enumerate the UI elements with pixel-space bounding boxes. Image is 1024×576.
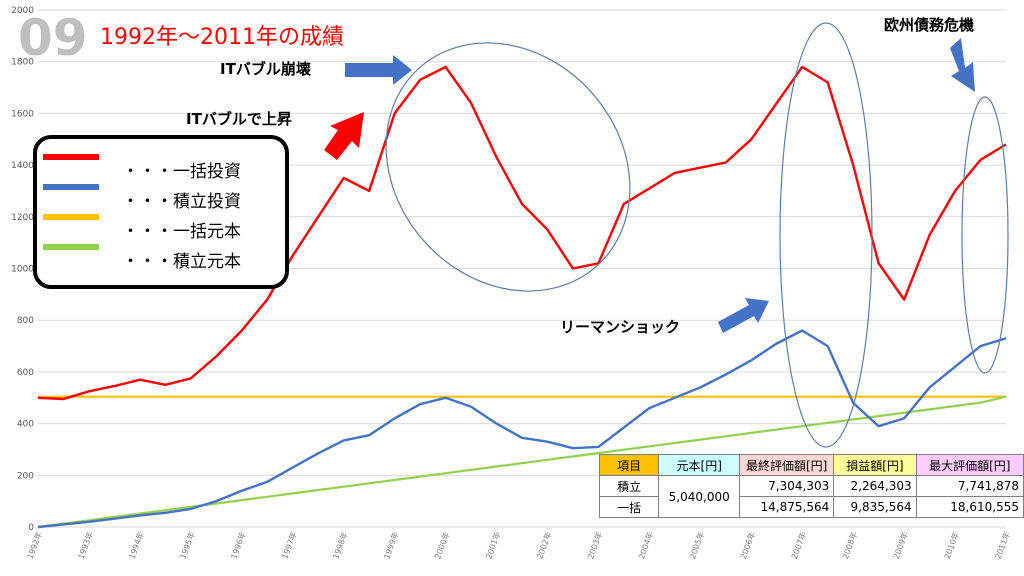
- y-tick-label: 1000: [11, 265, 34, 275]
- lump-sum-line: [37, 65, 1007, 401]
- principal-cell: 5,040,000: [658, 475, 741, 518]
- max-value-cell: 7,741,878: [915, 475, 1024, 497]
- legend-label-accumulation: ・・・積立投資: [122, 192, 241, 212]
- header-final-value: 最終評価額[円]: [739, 454, 835, 476]
- legend-label-lump-sum: ・・・一括投資: [122, 162, 241, 182]
- it-rise-arrow-icon: [324, 112, 364, 160]
- x-tick-label: 1994年: [127, 530, 146, 560]
- x-tick-label: 2006年: [738, 530, 757, 560]
- profit-cell: 2,264,303: [833, 475, 917, 497]
- y-tick-label: 200: [17, 471, 34, 481]
- euro-crisis-ellipse: [961, 96, 1009, 374]
- x-tick-label: 2011年: [993, 530, 1012, 560]
- header-item: 項目: [598, 454, 660, 476]
- x-tick-label: 2007年: [789, 530, 808, 560]
- final-value-cell: 14,875,564: [739, 496, 835, 518]
- x-tick-label: 2008年: [840, 530, 859, 560]
- x-tick-label: 2003年: [585, 530, 604, 560]
- row-label: 一括: [598, 496, 660, 518]
- euro-crisis-label: 欧州債務危機: [884, 16, 974, 34]
- lehman-ellipse: [779, 22, 873, 448]
- it-rise-label: ITバブルで上昇: [186, 110, 292, 128]
- y-axis: 0 200 400 600 800 1000 1200 1400 1600 1800 2000: [11, 6, 34, 533]
- y-tick-label: 800: [17, 316, 34, 326]
- x-tick-label: 2009年: [891, 530, 910, 560]
- x-tick-label: 1993年: [76, 530, 95, 560]
- x-tick-label: 1992年: [25, 530, 44, 560]
- x-tick-label: 2005年: [687, 530, 706, 560]
- x-tick-label: 1998年: [330, 530, 349, 560]
- lehman-label: リーマンショック: [560, 318, 680, 336]
- profit-cell: 9,835,564: [833, 496, 917, 518]
- header-profit: 損益額[円]: [833, 454, 917, 476]
- it-crash-ellipse: [385, 42, 631, 292]
- x-tick-label: 1999年: [381, 530, 400, 560]
- slide-title: 1992年～2011年の成績: [100, 25, 344, 50]
- x-tick-label: 1996年: [229, 530, 248, 560]
- slide-number: 09: [18, 9, 88, 67]
- euro-arrow-icon: [950, 38, 975, 92]
- x-tick-label: 2000年: [432, 530, 451, 560]
- x-tick-label: 1995年: [178, 530, 197, 560]
- final-value-cell: 7,304,303: [739, 475, 835, 497]
- table-row: 一括 14,875,564 9,835,564 18,610,555: [598, 496, 1024, 518]
- header-principal: 元本[円]: [658, 454, 741, 476]
- it-crash-label: ITバブル崩壊: [220, 60, 311, 78]
- it-crash-arrow-icon: [345, 55, 412, 85]
- x-axis: 1992年 1993年 1994年 1995年 1996年 1997年 1998年 1999年…: [25, 530, 1012, 560]
- header-max-value: 最大評価額[円]: [915, 454, 1024, 476]
- legend-label-lump-principal: ・・・一括元本: [122, 222, 241, 242]
- x-tick-label: 2001年: [483, 530, 502, 560]
- max-value-cell: 18,610,555: [915, 496, 1024, 518]
- row-label: 積立: [598, 475, 660, 497]
- y-tick-label: 1600: [11, 109, 34, 119]
- y-tick-label: 1800: [11, 58, 34, 68]
- legend-label-accum-principal: ・・・積立元本: [122, 252, 241, 272]
- y-tick-label: 1400: [11, 161, 34, 171]
- y-tick-label: 600: [17, 368, 34, 378]
- x-tick-label: 1997年: [280, 530, 299, 560]
- x-tick-label: 2002年: [534, 530, 553, 560]
- table-header-row: 項目 元本[円] 最終評価額[円] 損益額[円] 最大評価額[円]: [598, 454, 1024, 476]
- accumulation-line: [37, 329, 1007, 529]
- legend: ・・・一括投資 ・・・積立投資 ・・・一括元本 ・・・積立元本: [33, 135, 289, 289]
- summary-table: 項目 元本[円] 最終評価額[円] 損益額[円] 最大評価額[円] 積立 5,0…: [598, 454, 1024, 518]
- y-tick-label: 1200: [11, 213, 34, 223]
- y-tick-label: 400: [17, 420, 34, 430]
- y-tick-label: 0: [28, 523, 34, 533]
- lehman-arrow-icon: [718, 298, 769, 333]
- table-row: 積立 5,040,000 7,304,303 2,264,303 7,741,8…: [598, 475, 1024, 518]
- x-tick-label: 2010年: [942, 530, 961, 560]
- x-tick-label: 2004年: [636, 530, 655, 560]
- y-tick-label: 2000: [11, 6, 34, 16]
- series-lines: [37, 65, 1007, 529]
